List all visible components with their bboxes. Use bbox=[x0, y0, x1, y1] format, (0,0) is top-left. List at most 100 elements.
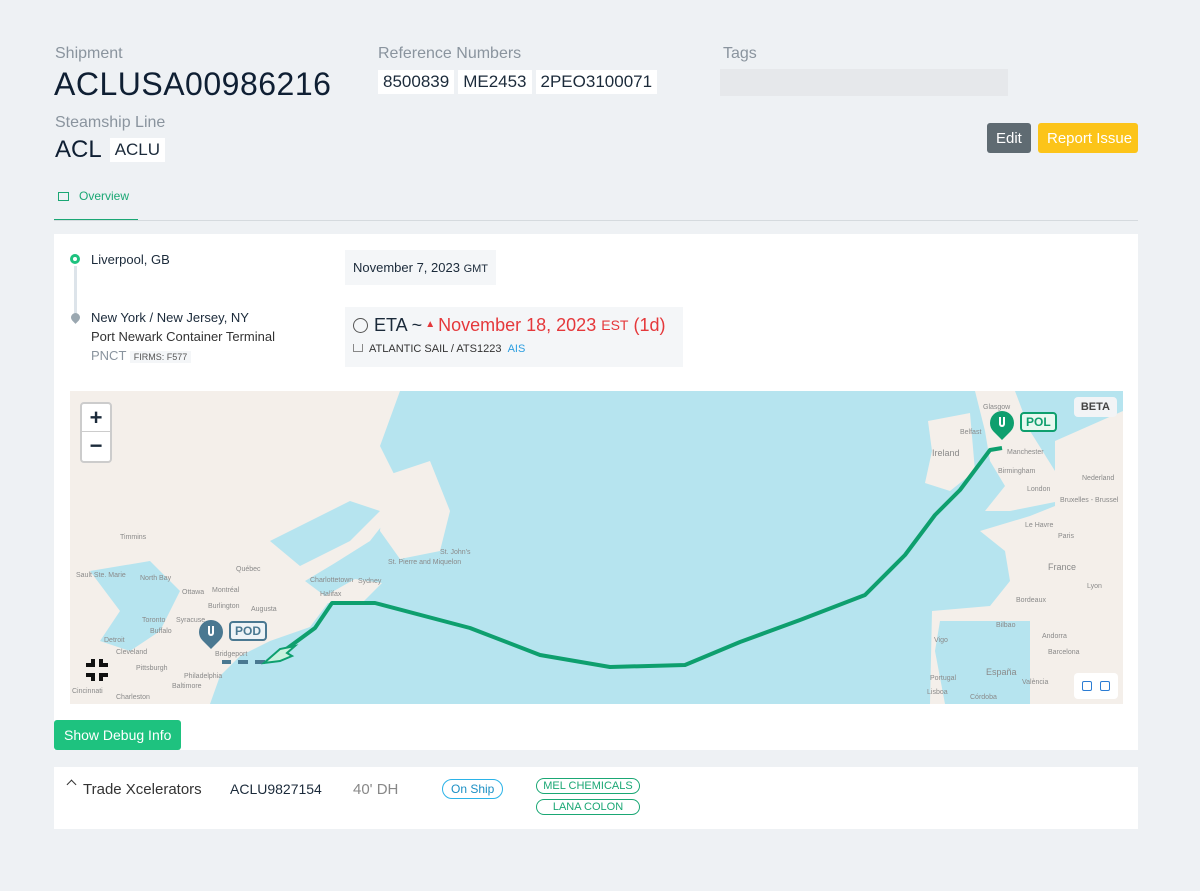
map-label: Baltimore bbox=[172, 683, 202, 690]
zoom-out-button[interactable]: − bbox=[89, 433, 103, 458]
container-size: 40' DH bbox=[353, 781, 399, 798]
map-label: Bordeaux bbox=[1016, 597, 1046, 604]
vessel-name: ATLANTIC SAIL / ATS1223 bbox=[369, 343, 502, 355]
ship-icon bbox=[353, 344, 363, 352]
st-lawrence-water bbox=[270, 501, 380, 566]
map-label: España bbox=[986, 667, 1017, 677]
line-code: ACLU bbox=[109, 138, 166, 162]
map-label: Sydney bbox=[358, 578, 382, 585]
location-pin-icon bbox=[69, 311, 82, 324]
map-label: North Bay bbox=[140, 575, 172, 582]
map-label: Detroit bbox=[104, 637, 125, 644]
tab-divider bbox=[54, 220, 1138, 221]
timeline-line bbox=[74, 266, 77, 314]
reference-chip: 8500839 bbox=[378, 70, 455, 94]
map-label: Lisboa bbox=[927, 689, 948, 696]
tag-badge: MEL CHEMICALS bbox=[536, 778, 640, 794]
map-label: Vigo bbox=[934, 637, 948, 644]
terminal-code: PNCT bbox=[91, 348, 127, 363]
map-label: Lyon bbox=[1087, 583, 1102, 590]
reference-chip: ME2453 bbox=[458, 70, 532, 94]
map-canvas bbox=[70, 391, 1123, 704]
map-label: Le Havre bbox=[1025, 522, 1054, 529]
zoom-control: + − bbox=[80, 402, 112, 463]
tags-input[interactable] bbox=[720, 69, 1008, 96]
customer-name: Trade Xcelerators bbox=[83, 781, 202, 798]
map-label: Portugal bbox=[930, 675, 957, 682]
eta-tz: EST bbox=[601, 317, 629, 333]
departure-date-text: November 7, 2023 bbox=[353, 260, 460, 275]
map-label: Manchester bbox=[1007, 449, 1044, 456]
map-label: Paris bbox=[1058, 533, 1074, 540]
map-label: Cincinnati bbox=[72, 688, 103, 695]
map-label: Barcelona bbox=[1048, 649, 1080, 656]
firms-code: FIRMS: F577 bbox=[129, 351, 192, 363]
reference-list: 8500839 ME2453 2PEO3100071 bbox=[378, 70, 661, 94]
route-line bbox=[283, 446, 1003, 669]
steamship-line-label: Steamship Line bbox=[55, 114, 166, 131]
map-label: Buffalo bbox=[150, 628, 172, 635]
map-label: Nederland bbox=[1082, 475, 1115, 482]
delay-up-icon: ▲ bbox=[425, 319, 436, 330]
thumbs-up-icon[interactable] bbox=[1082, 681, 1092, 691]
map-label: Charlottetown bbox=[310, 577, 354, 584]
map-label: Québec bbox=[236, 566, 261, 573]
destination-name: New York / New Jersey, NY bbox=[91, 310, 249, 325]
eta-date: November 18, 2023 bbox=[438, 315, 597, 335]
map-label: St. Pierre and Miquelon bbox=[388, 559, 462, 566]
eta-box: ETA ~ ▲ November 18, 2023 EST (1d) ATLAN… bbox=[345, 307, 683, 367]
map-label: Syracuse bbox=[176, 617, 206, 624]
map-label: Halifax bbox=[320, 591, 342, 598]
shipment-label: Shipment bbox=[55, 45, 123, 62]
map-label: Ottawa bbox=[182, 589, 205, 596]
destination-terminal: Port Newark Container Terminal bbox=[91, 329, 275, 344]
map-label: Montréal bbox=[212, 587, 240, 594]
pod-label: POD bbox=[229, 621, 268, 641]
departure-date: November 7, 2023 GMT bbox=[345, 250, 497, 285]
expand-chevron-icon[interactable] bbox=[66, 779, 77, 790]
pol-label: POL bbox=[1020, 412, 1057, 432]
tags-label: Tags bbox=[723, 45, 757, 62]
anchor-icon bbox=[208, 626, 214, 636]
map-label: Cleveland bbox=[116, 649, 148, 656]
map-label: Timmins bbox=[120, 534, 147, 541]
map-label: Sault Ste. Marie bbox=[76, 572, 126, 579]
europe-land bbox=[930, 411, 1123, 704]
show-debug-info-button[interactable]: Show Debug Info bbox=[54, 720, 182, 750]
map-label: Glasgow bbox=[983, 404, 1011, 411]
thumbs-down-icon[interactable] bbox=[1100, 681, 1110, 691]
map-label: Philadelphia bbox=[184, 673, 223, 680]
map-label: Bridgeport bbox=[215, 651, 248, 658]
edit-button[interactable]: Edit bbox=[987, 123, 1031, 153]
zoom-in-button[interactable]: + bbox=[82, 404, 110, 432]
map-icon bbox=[58, 192, 69, 202]
map-label: Córdoba bbox=[970, 694, 997, 701]
newfoundland-land bbox=[380, 461, 450, 559]
ais-link[interactable]: AIS bbox=[507, 343, 526, 355]
map-label: London bbox=[1027, 486, 1051, 493]
origin-dot-icon bbox=[70, 254, 80, 264]
map-label: Andorra bbox=[1042, 633, 1067, 640]
map-label: Toronto bbox=[142, 617, 166, 624]
map-label: Ireland bbox=[932, 448, 960, 458]
tab-overview[interactable]: Overview bbox=[54, 183, 138, 221]
map-label: Augusta bbox=[251, 606, 277, 613]
map-label: Bilbao bbox=[996, 622, 1016, 629]
map-label: France bbox=[1048, 562, 1077, 572]
tab-label: Overview bbox=[79, 189, 130, 203]
line-name: ACL bbox=[55, 136, 102, 163]
container-row[interactable]: Trade Xcelerators ACLU9827154 40' DH On … bbox=[54, 767, 1138, 829]
beta-badge: BETA bbox=[1073, 397, 1117, 417]
report-issue-button[interactable]: Report Issue bbox=[1038, 123, 1138, 153]
map-label: Bruxelles - Brussel bbox=[1060, 497, 1119, 504]
reference-chip: 2PEO3100071 bbox=[535, 70, 658, 94]
overview-panel: Liverpool, GB New York / New Jersey, NY … bbox=[54, 234, 1138, 750]
route-map[interactable]: Timmins Sault Ste. Marie North Bay Québe… bbox=[70, 391, 1123, 704]
clock-icon bbox=[353, 317, 368, 333]
map-label: València bbox=[1022, 679, 1049, 686]
status-badge: On Ship bbox=[442, 779, 504, 799]
exit-fullscreen-icon[interactable] bbox=[86, 659, 108, 681]
reference-label: Reference Numbers bbox=[378, 45, 522, 62]
anchor-icon bbox=[999, 417, 1005, 427]
